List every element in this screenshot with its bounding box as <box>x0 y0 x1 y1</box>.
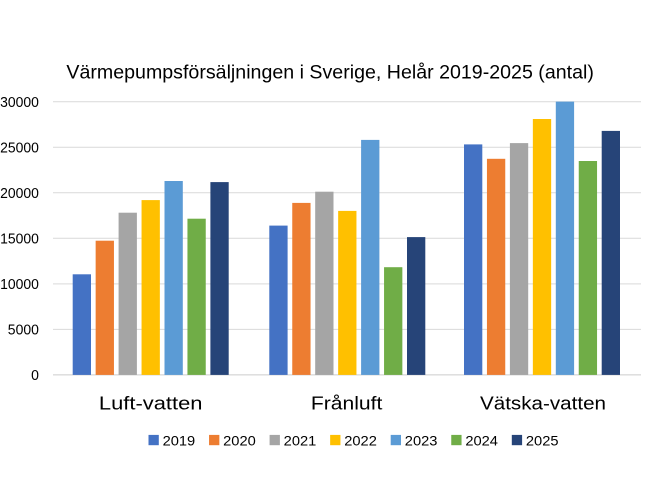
svg-text:2021: 2021 <box>284 433 317 449</box>
svg-text:Luft-vatten: Luft-vatten <box>99 394 203 415</box>
svg-text:2024: 2024 <box>465 433 498 449</box>
svg-text:2023: 2023 <box>405 433 438 449</box>
svg-text:30000: 30000 <box>0 95 39 111</box>
svg-text:25000: 25000 <box>0 140 39 156</box>
svg-text:Värmepumpsförsäljningen i Sver: Värmepumpsförsäljningen i Sverige, Helår… <box>66 61 594 83</box>
svg-text:2019: 2019 <box>163 433 196 449</box>
svg-text:10000: 10000 <box>0 277 39 293</box>
svg-text:2025: 2025 <box>526 433 559 449</box>
svg-text:Frånluft: Frånluft <box>311 394 383 415</box>
svg-text:20000: 20000 <box>0 186 39 202</box>
svg-text:2022: 2022 <box>344 433 377 449</box>
svg-text:5000: 5000 <box>8 323 39 339</box>
svg-text:15000: 15000 <box>0 232 39 248</box>
svg-text:0: 0 <box>31 368 39 384</box>
svg-text:Vätska-vatten: Vätska-vatten <box>480 394 606 415</box>
svg-text:2020: 2020 <box>223 433 256 449</box>
